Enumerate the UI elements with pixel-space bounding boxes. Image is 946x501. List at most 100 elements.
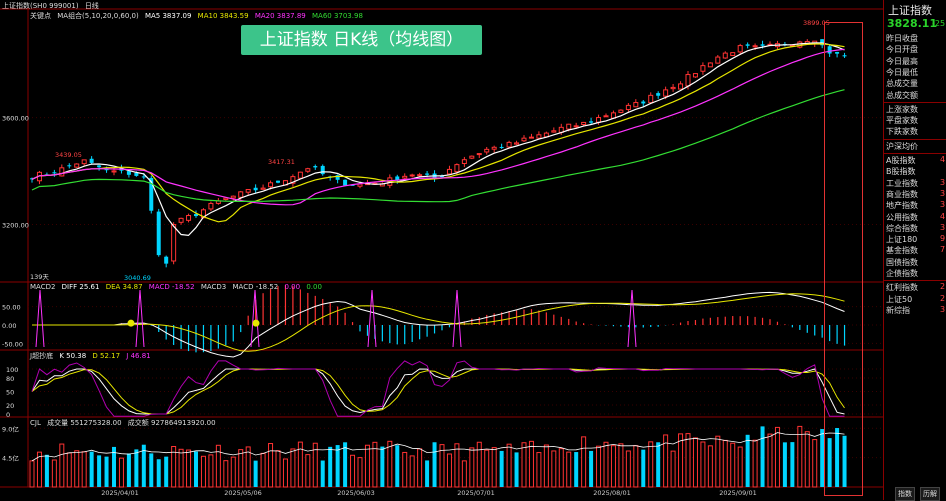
- macd-zero-2: 0.00: [306, 283, 322, 291]
- candle-body-up: [238, 191, 244, 198]
- candle-body-up: [59, 167, 65, 177]
- volume-bar-up: [737, 446, 743, 488]
- candle-body-up: [678, 83, 684, 90]
- volume-bar-up: [715, 435, 721, 488]
- volume-bar-down: [328, 446, 333, 487]
- candle-body-up: [297, 171, 303, 179]
- candle-body-up: [469, 155, 475, 159]
- candle-body-up: [648, 94, 654, 104]
- candle-body-up: [528, 136, 534, 139]
- kdj-k: K 50.38: [59, 352, 87, 360]
- volume-bar-down: [97, 455, 102, 487]
- candle-body-down: [194, 214, 198, 217]
- candle-body-down: [141, 176, 146, 178]
- macd-value: MACD -18.52: [148, 283, 195, 291]
- candle-body-down: [499, 146, 504, 148]
- quote-row-label: 下跌家数: [886, 127, 918, 137]
- candle-body-up: [402, 175, 408, 179]
- volume-bar-down: [589, 450, 594, 487]
- candle-body-up: [581, 121, 587, 126]
- volume-label: CJL: [30, 419, 41, 427]
- volume-bar-up: [484, 449, 490, 488]
- volume-bar-up: [387, 440, 393, 488]
- macd-diff: DIFF 25.61: [61, 283, 100, 291]
- volume-bar-up: [625, 450, 631, 488]
- volume-value: 成交量 551275328.00: [47, 419, 122, 427]
- legend-ma5: MA5 3837.09: [144, 12, 192, 20]
- volume-bar-up: [461, 460, 467, 488]
- volume-bar-up: [804, 431, 810, 488]
- panel-separator: [884, 101, 946, 103]
- volume-bar-up: [81, 451, 87, 488]
- candle-body-down: [343, 179, 348, 186]
- candle-body-up: [625, 104, 631, 110]
- quote-row-label: 总成交量: [886, 79, 918, 89]
- quote-row-label: 总成交额: [886, 90, 918, 100]
- annotation-days: 139天: [30, 273, 49, 281]
- highlight-box: [824, 22, 863, 496]
- candle-body-up: [603, 115, 609, 118]
- candle-body-down: [656, 93, 661, 96]
- kdj-tick-label: 100: [6, 366, 18, 374]
- volume-bar-up: [208, 454, 214, 488]
- quote-row-label: 上证50: [886, 294, 913, 304]
- volume-bar-up: [536, 452, 542, 488]
- volume-bar-down: [380, 446, 385, 487]
- candle-body-up: [752, 45, 758, 48]
- macd3-label: MACD3: [200, 283, 227, 291]
- volume-bar-down: [126, 453, 131, 487]
- quote-row-value: 4: [940, 211, 946, 221]
- volume-bar-down: [149, 453, 154, 487]
- volume-bar-up: [268, 443, 274, 488]
- candle-body-down: [827, 46, 832, 54]
- quote-row-value: 3: [940, 304, 946, 314]
- volume-bar-up: [171, 445, 177, 488]
- candle-body-up: [111, 170, 117, 173]
- candle-body-down: [745, 44, 750, 46]
- candle-body-up: [618, 109, 624, 113]
- candle-body-up: [74, 163, 80, 168]
- volume-bar-down: [835, 428, 840, 487]
- quote-row-value: 3: [940, 177, 946, 187]
- macd-signal-spike: [367, 289, 377, 348]
- volume-bar-up: [469, 447, 475, 488]
- candle-body-down: [320, 165, 325, 175]
- candle-body-down: [67, 165, 72, 167]
- candle-body-up: [566, 123, 572, 130]
- volume-bar-up: [678, 433, 684, 488]
- volume-bar-up: [648, 441, 654, 488]
- x-date-label: 2025/06/03: [337, 489, 374, 497]
- kdj-j: J 46.81: [126, 352, 151, 360]
- volume-bar-up: [454, 443, 460, 488]
- quote-row-label: 今日最低: [886, 67, 918, 77]
- candle-body-up: [454, 164, 460, 173]
- candle-body-up: [484, 148, 490, 153]
- volume-bar-down: [156, 459, 161, 487]
- candle-body-up: [707, 62, 713, 68]
- volume-bar-up: [752, 439, 758, 488]
- volume-tick-label: 4.5亿: [2, 454, 19, 463]
- tab-history[interactable]: 历解: [920, 487, 940, 501]
- period-label[interactable]: 日线: [84, 2, 99, 10]
- volume-bar-up: [797, 425, 803, 488]
- main-legend: 关键点 MA组合(5,10,20,0,60,0) MA5 3837.09 MA1…: [30, 11, 367, 21]
- quote-row-label: B股指数: [886, 167, 916, 177]
- volume-bar-up: [409, 455, 415, 488]
- quote-row-label: 新综指: [886, 305, 910, 315]
- volume-bar-down: [44, 454, 49, 487]
- candles-group: [30, 39, 847, 268]
- legend-ma-group: MA组合(5,10,20,0,60,0): [57, 12, 139, 20]
- volume-bar-up: [722, 439, 728, 488]
- candle-body-down: [842, 55, 847, 57]
- volume-bar-down: [320, 460, 325, 487]
- tab-index[interactable]: 指数: [895, 487, 915, 501]
- price-change: -25.: [932, 19, 946, 28]
- panel-separator: [884, 280, 946, 282]
- kline-chart-svg[interactable]: 3600.00 3200.00 3439.05 3417.31 3040.69 3899.…: [0, 0, 883, 500]
- volume-bar-down: [499, 450, 504, 487]
- macd-marker: [127, 319, 135, 327]
- x-date-label: 2025/09/01: [719, 489, 756, 497]
- volume-bar-up: [260, 452, 266, 488]
- index-title: 上证指数: [888, 4, 932, 17]
- legend-ma20: MA20 3837.89: [254, 12, 306, 20]
